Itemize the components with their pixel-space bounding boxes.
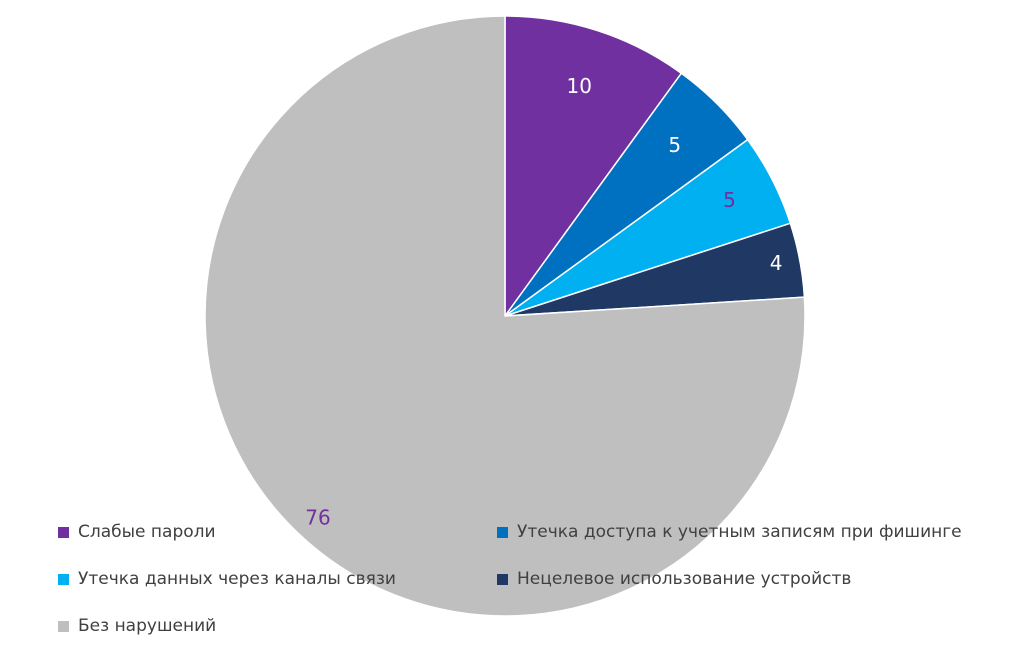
data-label-device-misuse: 4 [770,251,783,275]
data-label-weak-passwords: 10 [566,74,591,98]
data-label-data-leak-channels: 5 [723,188,736,212]
data-label-no-violations: 76 [305,506,330,530]
slice-weak-passwords [504,15,683,317]
data-label-phishing-account-leak: 5 [668,133,681,157]
slice-no-violations [204,15,806,617]
